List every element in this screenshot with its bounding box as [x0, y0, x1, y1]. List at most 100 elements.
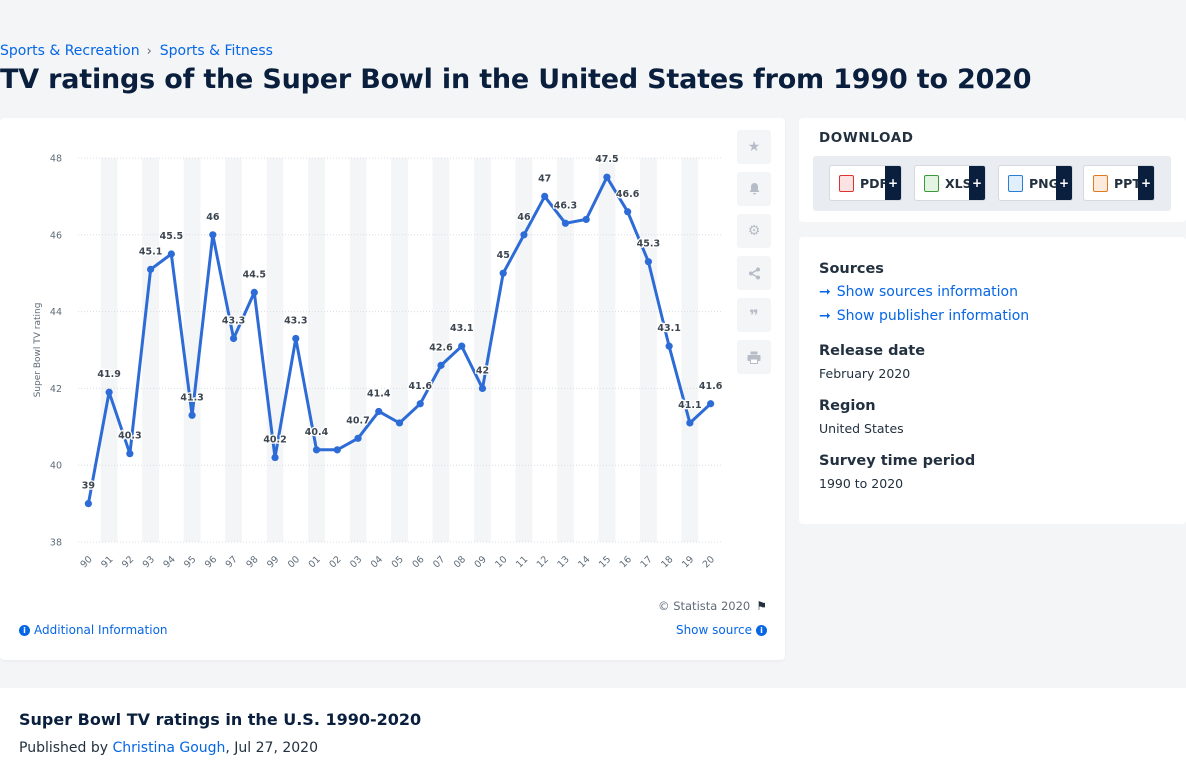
y-tick-label: 40 — [50, 461, 62, 472]
download-title: DOWNLOAD — [819, 130, 914, 146]
release-date-value: February 2020 — [819, 366, 911, 381]
data-label: 47 — [538, 173, 551, 184]
x-tick-label: 00 — [286, 554, 302, 570]
data-label: 41.9 — [97, 369, 120, 380]
show-sources-label: Show sources information — [836, 284, 1018, 300]
chart-card: 38 40 42 44 46 48 90 91 92 93 94 95 96 97 98 99 00 01 02 0… — [0, 118, 785, 660]
publication-info-card: Super Bowl TV ratings in the U.S. 1990-2… — [0, 688, 1186, 768]
x-tick-label: 14 — [576, 554, 592, 570]
breadcrumb-link-sports-recreation[interactable]: Sports & Recreation — [0, 43, 140, 59]
plus-icon: + — [969, 166, 985, 200]
statista-copyright: © Statista 2020 ⚑ — [658, 599, 767, 613]
data-point — [582, 215, 590, 224]
x-tick-label: 06 — [410, 554, 426, 570]
download-png-button[interactable]: PNG + — [998, 165, 1073, 201]
show-sources-link[interactable]: ➞ Show sources information — [819, 284, 1018, 300]
data-label: 43.3 — [284, 315, 307, 326]
published-by-label: Published by — [19, 740, 109, 756]
x-tick-label: 04 — [369, 554, 385, 570]
x-tick-label: 09 — [473, 554, 489, 570]
data-label: 45.1 — [139, 246, 162, 257]
data-point — [416, 400, 424, 408]
data-label: 41.1 — [678, 400, 701, 411]
print-icon[interactable] — [737, 340, 771, 374]
arrow-right-icon: ➞ — [819, 308, 831, 324]
data-label: 41.6 — [699, 381, 723, 392]
info-icon: i — [19, 624, 30, 636]
data-point — [665, 342, 673, 350]
data-point — [333, 446, 341, 454]
flag-icon[interactable]: ⚑ — [756, 599, 767, 613]
column-band — [640, 158, 657, 542]
data-point — [561, 219, 570, 227]
data-point — [437, 361, 445, 369]
ppt-file-icon — [1093, 174, 1108, 192]
download-ppt-button[interactable]: PPT + — [1083, 165, 1155, 201]
column-band — [557, 158, 574, 542]
publication-date: , Jul 27, 2020 — [225, 740, 318, 756]
chart-toolbar: ★ ⚙ ❞ — [737, 130, 773, 382]
column-band — [183, 158, 201, 542]
column-band — [598, 158, 616, 542]
cite-quote-icon[interactable]: ❞ — [737, 298, 771, 332]
column-band — [349, 158, 367, 542]
data-point — [624, 208, 632, 216]
column-band — [474, 158, 491, 542]
x-tick-label: 05 — [390, 554, 406, 570]
data-point — [188, 411, 196, 419]
data-point — [292, 334, 300, 343]
column-band — [100, 158, 118, 542]
data-point — [229, 334, 238, 343]
show-publisher-link[interactable]: ➞ Show publisher information — [819, 308, 1029, 324]
settings-gear-icon[interactable]: ⚙ — [737, 214, 771, 248]
favorite-star-icon[interactable]: ★ — [737, 130, 771, 164]
column-band — [432, 158, 450, 542]
data-label: 47.5 — [595, 154, 618, 165]
additional-info-link[interactable]: i Additional Information — [19, 623, 168, 637]
x-tick-label: 96 — [203, 554, 219, 570]
data-label: 45 — [497, 250, 510, 261]
x-tick-label: 11 — [514, 554, 530, 570]
sources-heading: Sources — [819, 261, 884, 277]
plus-icon: + — [1056, 166, 1072, 200]
arrow-right-icon: ➞ — [819, 284, 831, 300]
data-point — [520, 231, 528, 239]
data-point — [686, 419, 694, 427]
data-point — [167, 250, 175, 258]
x-tick-label: 07 — [431, 554, 447, 570]
download-pdf-button[interactable]: PDF + — [829, 165, 902, 201]
x-tick-label: 91 — [99, 554, 115, 570]
survey-period-heading: Survey time period — [819, 453, 976, 469]
data-label: 46 — [517, 212, 531, 223]
share-icon[interactable] — [737, 256, 771, 290]
data-label: 40.7 — [346, 415, 369, 426]
x-tick-label: 95 — [182, 554, 198, 570]
data-label: 42 — [476, 365, 489, 376]
x-tick-label: 12 — [535, 554, 551, 570]
region-heading: Region — [819, 398, 876, 414]
breadcrumb-link-sports-fitness[interactable]: Sports & Fitness — [159, 43, 273, 59]
data-label: 45.5 — [160, 231, 183, 242]
region-value: United States — [819, 421, 904, 436]
copyright-text: © Statista 2020 — [658, 599, 751, 613]
pdf-file-icon — [839, 174, 854, 192]
plus-icon: + — [885, 166, 901, 200]
x-tick-label: 13 — [556, 554, 572, 570]
notification-bell-icon[interactable] — [737, 172, 771, 206]
author-link[interactable]: Christina Gough — [112, 740, 226, 756]
x-tick-label: 03 — [348, 554, 364, 570]
data-point — [707, 400, 715, 408]
data-point — [209, 231, 217, 239]
show-source-link[interactable]: Show source i — [676, 623, 767, 637]
y-tick-label: 44 — [50, 307, 62, 318]
x-tick-label: 01 — [307, 554, 323, 570]
x-tick-label: 99 — [265, 554, 281, 570]
data-point — [126, 450, 134, 458]
x-tick-label: 15 — [597, 554, 613, 570]
download-xls-button[interactable]: XLS + — [914, 165, 986, 201]
data-point — [478, 384, 487, 392]
x-tick-label: 17 — [638, 554, 654, 570]
column-band — [225, 158, 242, 542]
data-point — [84, 500, 92, 508]
